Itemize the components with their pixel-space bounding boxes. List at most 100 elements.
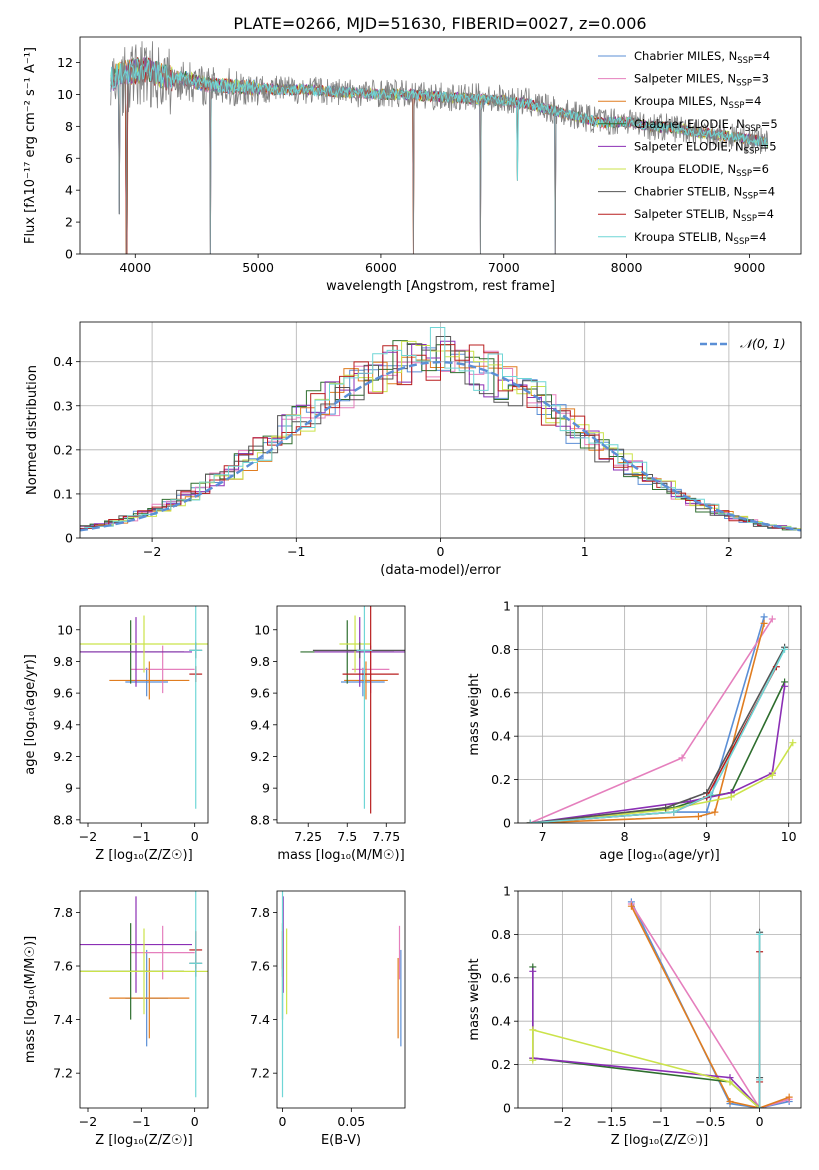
legend-label-rest: =5 <box>760 139 777 153</box>
y-tick-label: 4 <box>65 183 73 198</box>
y-tick-label: 9 <box>262 781 270 796</box>
weight-point-marker <box>526 819 534 823</box>
axes-frame <box>276 605 406 824</box>
weight-line <box>530 646 786 823</box>
x-axis-label: Z [log₁₀(Z/Z☉)] <box>95 848 192 863</box>
legend-label-rest: =4 <box>753 49 770 63</box>
y-tick-label: 9 <box>65 781 73 796</box>
y-tick-label: 9.4 <box>53 717 73 732</box>
y-axis-label: mass weight <box>467 958 482 1040</box>
weight-point-marker <box>726 1078 734 1086</box>
weight-line <box>530 649 786 823</box>
y-tick-label: 6 <box>65 151 73 166</box>
y-tick-label: 1 <box>503 599 511 614</box>
x-tick-label: 0 <box>191 829 199 844</box>
y-tick-label: 7.2 <box>53 1066 73 1081</box>
weight-point-marker <box>627 902 635 910</box>
weight-line <box>530 686 786 823</box>
weight-point-marker <box>760 613 768 621</box>
legend-label-rest: =4 <box>749 230 766 244</box>
x-tick-label: −1 <box>652 1114 670 1129</box>
y-axis-label: Flux [fλ10⁻¹⁷ erg cm⁻² s⁻¹ A⁻¹] <box>23 47 38 244</box>
y-axis-label: mass [log₁₀(M/M☉)] <box>23 936 38 1063</box>
y-tick-label: 0.2 <box>53 442 73 457</box>
y-tick-label: 9.8 <box>53 654 73 669</box>
panel-residuals: −2 −1 0 1 2 0 0.1 0.2 0.3 0.4 (data-model)/error No… <box>25 321 802 578</box>
panel-mass_vs_ebv: 0 0.05 7.2 7.4 7.6 7.8 E(B-V) <box>250 890 406 1148</box>
weight-point-marker <box>707 791 715 799</box>
panel-age_vs_mass: 7.25 7.5 7.75 8.8 9 9.2 9.4 9.6 9.8 10 mass [log₁₀… <box>250 605 406 863</box>
y-tick-label: 2 <box>65 215 73 230</box>
legend-label: Salpeter STELIB, NSSP=4 <box>634 207 774 224</box>
x-axis-label: Z [log₁₀(Z/Z☉)] <box>95 1133 192 1148</box>
y-tick-label: 9.2 <box>53 749 73 764</box>
y-tick-label: 8.8 <box>53 812 73 827</box>
legend-label: 𝒩(0, 1) <box>740 336 786 351</box>
y-tick-label: 7.6 <box>250 959 270 974</box>
legend-subscript: SSP <box>744 146 760 156</box>
x-tick-label: 10 <box>781 829 797 844</box>
y-tick-label: 7.8 <box>250 905 270 920</box>
weight-point-marker <box>785 1093 793 1101</box>
x-tick-label: 2 <box>725 544 733 559</box>
panel-age_vs_Z: −2 −1 0 8.8 9 9.2 9.4 9.6 9.8 10 Z [log₁₀(Z/Z☉)] ag… <box>23 605 209 863</box>
legend-label-rest: =3 <box>752 72 769 86</box>
y-tick-label: 0.6 <box>491 685 511 700</box>
weight-line <box>530 666 778 823</box>
x-tick-label: 0 <box>437 544 445 559</box>
y-tick-label: 0.3 <box>53 398 73 413</box>
plot-area <box>529 898 793 1108</box>
y-tick-label: 9.6 <box>53 686 73 701</box>
legend-subscript: SSP <box>745 124 761 134</box>
y-tick-label: 0.8 <box>491 927 511 942</box>
y-tick-label: 0.2 <box>491 772 511 787</box>
y-tick-label: 7.8 <box>53 905 73 920</box>
x-tick-label: 7.75 <box>372 829 400 844</box>
figure-title: PLATE=0266, MJD=51630, FIBERID=0027, z=0… <box>233 14 646 33</box>
x-tick-label: −1 <box>287 544 305 559</box>
legend-label-rest: =4 <box>757 207 774 221</box>
legend-label: Kroupa STELIB, NSSP=4 <box>634 230 766 247</box>
legend-label: Chabrier ELODIE, NSSP=5 <box>634 117 778 134</box>
legend-label-rest: =4 <box>744 94 761 108</box>
x-axis-label: E(B-V) <box>321 1133 361 1148</box>
x-tick-label: 0 <box>756 1114 764 1129</box>
y-tick-label: 0 <box>503 816 511 831</box>
y-tick-label: 7.4 <box>53 1012 73 1027</box>
legend-label: Kroupa ELODIE, NSSP=6 <box>634 162 769 179</box>
axes-frame <box>276 890 406 1109</box>
plot-area <box>80 327 801 532</box>
y-tick-label: 0 <box>503 1101 511 1116</box>
gaussian-curve <box>80 360 801 532</box>
weight-point-marker <box>756 1076 764 1084</box>
weight-point-marker <box>662 804 670 812</box>
x-tick-label: −1 <box>132 829 150 844</box>
weight-point-marker <box>768 615 776 623</box>
weight-point-marker <box>678 754 686 762</box>
y-tick-label: 10 <box>254 622 270 637</box>
plot-area <box>80 891 208 1098</box>
axes-frame <box>517 605 802 824</box>
x-tick-label: 0 <box>279 1114 287 1129</box>
x-tick-label: −2 <box>79 1114 97 1129</box>
x-tick-label: 4000 <box>119 260 151 275</box>
weight-point-marker <box>529 1026 537 1034</box>
axes-frame <box>79 36 802 255</box>
legend-subscript: SSP <box>741 214 757 224</box>
weight-point-marker <box>760 619 768 627</box>
x-axis-label: mass [log₁₀(M/M☉)] <box>277 848 404 863</box>
legend-label-rest: =5 <box>761 117 778 131</box>
axes-frame <box>79 890 209 1109</box>
plot-area <box>526 613 797 823</box>
x-tick-label: −2 <box>143 544 161 559</box>
x-tick-label: 5000 <box>242 260 274 275</box>
x-tick-label: 6000 <box>365 260 397 275</box>
legend-label-rest: =4 <box>758 185 775 199</box>
x-tick-label: 8000 <box>611 260 643 275</box>
weight-point-marker <box>529 1056 537 1064</box>
y-tick-label: 0.1 <box>53 486 73 501</box>
panel-mass_vs_Z: −2 −1 0 7.2 7.4 7.6 7.8 Z [log₁₀(Z/Z☉)] mass [lo… <box>23 890 209 1148</box>
y-tick-label: 8.8 <box>250 812 270 827</box>
weight-point-marker <box>756 1104 764 1108</box>
